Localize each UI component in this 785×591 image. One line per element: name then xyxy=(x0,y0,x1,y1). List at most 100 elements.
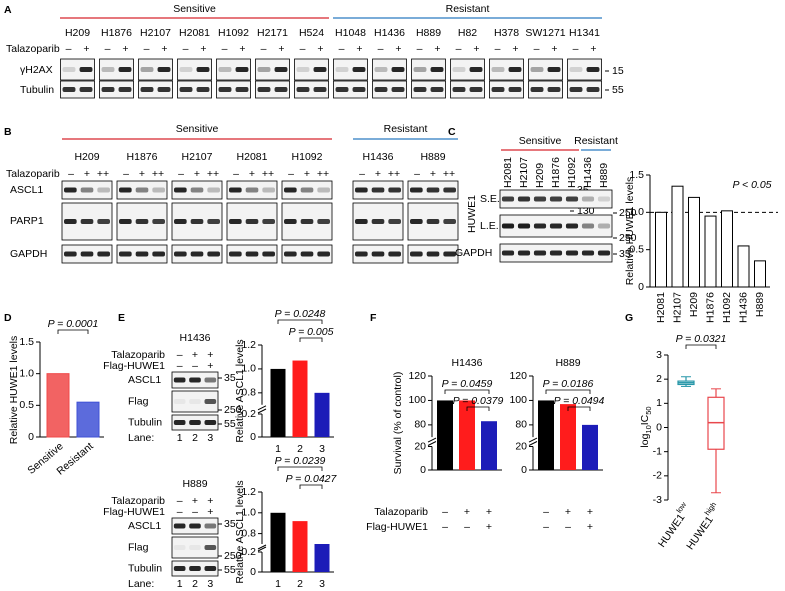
sign: – xyxy=(534,43,540,55)
band xyxy=(597,250,611,256)
sign: + xyxy=(207,349,213,361)
sign: – xyxy=(442,506,448,518)
y-tick-label: 0 xyxy=(28,431,34,443)
band xyxy=(352,67,366,72)
band xyxy=(501,250,515,256)
y-axis-label-part: IC xyxy=(639,414,651,425)
exposure-label: S.E. xyxy=(480,193,500,205)
band xyxy=(189,566,201,571)
sign: – xyxy=(177,506,183,518)
sign: – xyxy=(261,43,267,55)
row-label: GAPDH xyxy=(10,248,47,260)
treatment-label: Talazoparib xyxy=(111,495,165,507)
band xyxy=(547,87,561,92)
cell-line: H889 xyxy=(420,151,445,163)
y-axis-label-part: 10 xyxy=(644,425,653,433)
blot xyxy=(177,80,212,99)
band xyxy=(352,87,366,92)
panel-label: D xyxy=(4,312,12,324)
blot xyxy=(567,58,602,81)
sign: – xyxy=(192,506,198,518)
row-label: PARP1 xyxy=(10,215,44,227)
y-tick-label: 0 xyxy=(250,431,256,443)
lane-label: Lane: xyxy=(128,578,154,590)
blot xyxy=(255,58,290,81)
y-tick-label: 0.8 xyxy=(241,527,256,539)
band xyxy=(597,223,611,229)
sign: – xyxy=(573,43,579,55)
y-tick-label: 0.8 xyxy=(241,387,256,399)
lane-label: H1876 xyxy=(550,157,562,188)
marker: 15 xyxy=(612,65,624,77)
band xyxy=(317,251,330,257)
band xyxy=(313,87,327,92)
band xyxy=(196,87,210,92)
sign: + xyxy=(207,506,213,518)
cell-line: H1876 xyxy=(101,27,132,39)
band xyxy=(296,67,310,72)
x-tick-label-part: HUWE1 xyxy=(656,512,688,550)
bar xyxy=(292,521,308,572)
y-tick-label: 1.0 xyxy=(241,363,256,375)
band xyxy=(313,67,327,72)
band xyxy=(245,219,259,224)
band xyxy=(530,67,544,72)
row-label: Tubulin xyxy=(20,84,54,96)
band xyxy=(119,251,132,257)
band xyxy=(335,87,349,92)
band xyxy=(262,251,275,257)
band xyxy=(80,187,94,193)
row-label: Flag xyxy=(128,541,149,553)
band xyxy=(218,87,232,92)
exposure-label: L.E. xyxy=(480,220,499,232)
band xyxy=(430,67,444,72)
y-tick-label: 120 xyxy=(408,370,426,382)
band xyxy=(173,566,186,571)
band xyxy=(410,219,423,224)
treatment-label: Talazoparib xyxy=(111,349,165,361)
blot xyxy=(489,58,524,81)
band xyxy=(173,545,186,550)
x-tick-label: H2081 xyxy=(655,292,667,323)
blot xyxy=(294,58,329,81)
band xyxy=(388,251,401,257)
y-tick-label: 20 xyxy=(515,440,527,452)
band xyxy=(508,67,522,72)
band xyxy=(207,251,220,257)
x-tick-label: 2 xyxy=(297,578,303,590)
marker: 35 xyxy=(224,518,236,530)
panel-label: C xyxy=(448,126,456,138)
band xyxy=(135,187,149,193)
marker: 250 xyxy=(224,404,242,416)
band xyxy=(157,87,171,92)
x-tick-label: 3 xyxy=(319,443,325,455)
sign: – xyxy=(464,521,470,533)
band xyxy=(152,219,165,224)
band xyxy=(533,223,547,229)
p-value: P = 0.0427 xyxy=(286,473,338,485)
sign: – xyxy=(144,43,150,55)
x-tick-label: 1 xyxy=(275,443,281,455)
sign: + xyxy=(565,506,571,518)
blot xyxy=(138,80,173,99)
sign: ++ xyxy=(388,168,400,180)
sign: – xyxy=(300,43,306,55)
band xyxy=(586,87,600,92)
sign: – xyxy=(378,43,384,55)
axis-break xyxy=(257,405,267,411)
axis-break xyxy=(257,544,267,550)
band xyxy=(374,67,388,72)
cell-line: H1876 xyxy=(127,151,158,163)
x-tick-label: 2 xyxy=(297,443,303,455)
band xyxy=(274,67,288,72)
band xyxy=(426,251,440,257)
band xyxy=(204,399,217,404)
blot xyxy=(99,80,134,99)
blot xyxy=(528,80,563,99)
blot xyxy=(255,80,290,99)
band xyxy=(430,87,444,92)
y-tick-label: 80 xyxy=(414,419,426,431)
marker: 250 xyxy=(619,232,637,244)
band xyxy=(119,187,132,193)
band xyxy=(355,251,368,257)
